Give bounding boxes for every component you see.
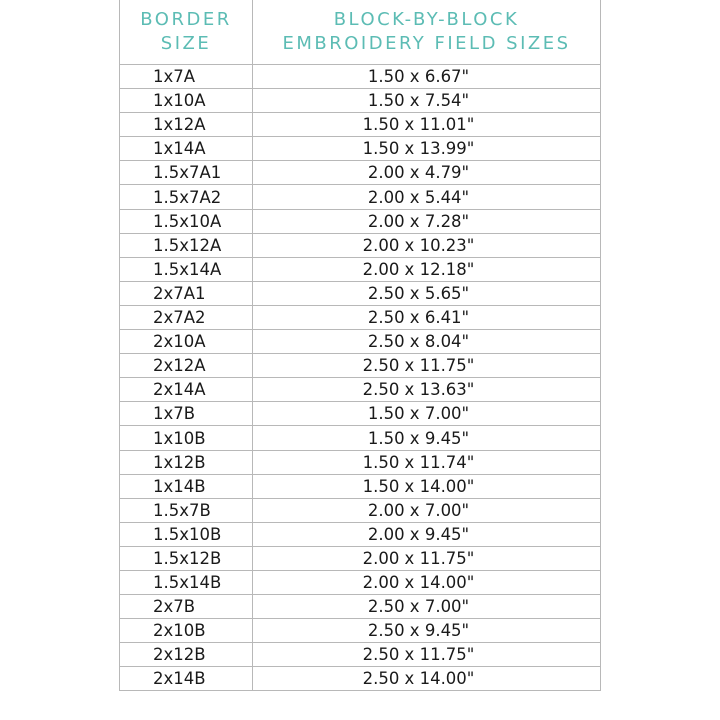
table-row: 2x7A1 2.50 x 5.65" — [119, 280, 601, 306]
border-size-cell: 1x12B — [119, 449, 253, 475]
field-size-cell: 2.50 x 14.00" — [252, 666, 601, 692]
border-size-cell: 1.5x12A — [119, 232, 253, 258]
field-size-cell: 2.00 x 7.28" — [252, 208, 601, 234]
field-size-cell: 2.00 x 11.75" — [252, 545, 601, 571]
field-size-cell: 2.50 x 9.45" — [252, 618, 601, 644]
header-line: BORDER — [140, 9, 232, 30]
border-size-cell: 1x12A — [119, 112, 253, 138]
field-size-cell: 2.50 x 5.65" — [252, 280, 601, 306]
field-size-cell: 2.50 x 11.75" — [252, 642, 601, 668]
border-size-cell: 2x10B — [119, 618, 253, 644]
border-size-cell: 1.5x10B — [119, 521, 253, 547]
header-line: EMBROIDERY FIELD SIZES — [282, 33, 571, 54]
table-row: 1.5x14A 2.00 x 12.18" — [119, 256, 601, 282]
table-row: 1.5x12A 2.00 x 10.23" — [119, 232, 601, 258]
table-row: 1x7B 1.50 x 7.00" — [119, 401, 601, 427]
table-row: 1.5x10A 2.00 x 7.28" — [119, 208, 601, 234]
field-size-cell: 1.50 x 6.67" — [252, 63, 601, 90]
table-row: 1.5x12B 2.00 x 11.75" — [119, 545, 601, 571]
field-size-cell: 1.50 x 11.01" — [252, 112, 601, 138]
border-size-cell: 1.5x10A — [119, 208, 253, 234]
border-size-cell: 2x7A1 — [119, 280, 253, 306]
border-size-cell: 1x14A — [119, 136, 253, 162]
border-size-cell: 1.5x7A2 — [119, 184, 253, 210]
table-row: 1x10B 1.50 x 9.45" — [119, 425, 601, 451]
table-row: 1x12B 1.50 x 11.74" — [119, 449, 601, 475]
embroidery-size-table: BORDER SIZE BLOCK-BY-BLOCK EMBROIDERY FI… — [119, 0, 601, 692]
border-size-cell: 1x7A — [119, 63, 253, 90]
table-row: 2x14A 2.50 x 13.63" — [119, 377, 601, 403]
field-size-cell: 2.00 x 14.00" — [252, 569, 601, 596]
table-row: 1.5x7B 2.00 x 7.00" — [119, 497, 601, 523]
field-size-cell: 2.00 x 12.18" — [252, 256, 601, 282]
table-row: 2x7A2 2.50 x 6.41" — [119, 304, 601, 331]
border-size-cell: 2x10A — [119, 329, 253, 355]
border-size-cell: 1.5x7B — [119, 497, 253, 523]
border-size-cell: 1.5x12B — [119, 545, 253, 571]
field-size-cell: 2.00 x 4.79" — [252, 160, 601, 186]
border-size-cell: 2x14B — [119, 666, 253, 692]
table-row: 1x10A 1.50 x 7.54" — [119, 88, 601, 114]
table-row: 1.5x7A1 2.00 x 4.79" — [119, 160, 601, 186]
field-size-cell: 2.00 x 5.44" — [252, 184, 601, 210]
table-row: 2x14B 2.50 x 14.00" — [119, 666, 601, 692]
header-border-size: BORDER SIZE — [119, 0, 253, 65]
table-row: 1.5x7A2 2.00 x 5.44" — [119, 184, 601, 210]
table-body: 1x7A 1.50 x 6.67" 1x10A 1.50 x 7.54" 1x12A 1.… — [119, 63, 601, 692]
table-row: 1.5x14B 2.00 x 14.00" — [119, 569, 601, 596]
table-row: 1.5x10B 2.00 x 9.45" — [119, 521, 601, 547]
table-row: 2x7B 2.50 x 7.00" — [119, 594, 601, 620]
border-size-cell: 1.5x14B — [119, 569, 253, 596]
header-row: BORDER SIZE BLOCK-BY-BLOCK EMBROIDERY FI… — [119, 0, 601, 65]
border-size-cell: 2x7A2 — [119, 304, 253, 331]
border-size-cell: 1x7B — [119, 401, 253, 427]
field-size-cell: 2.50 x 7.00" — [252, 594, 601, 620]
border-size-cell: 2x12A — [119, 353, 253, 379]
border-size-cell: 1x14B — [119, 473, 253, 499]
field-size-cell: 2.50 x 6.41" — [252, 304, 601, 331]
field-size-cell: 2.00 x 7.00" — [252, 497, 601, 523]
table-row: 1x12A 1.50 x 11.01" — [119, 112, 601, 138]
header-line: SIZE — [160, 33, 212, 54]
table-row: 1x14B 1.50 x 14.00" — [119, 473, 601, 499]
field-size-cell: 1.50 x 9.45" — [252, 425, 601, 451]
field-size-cell: 1.50 x 11.74" — [252, 449, 601, 475]
border-size-cell: 2x7B — [119, 594, 253, 620]
table-row: 2x12B 2.50 x 11.75" — [119, 642, 601, 668]
field-size-cell: 2.00 x 9.45" — [252, 521, 601, 547]
field-size-cell: 2.50 x 11.75" — [252, 353, 601, 379]
table-row: 1x14A 1.50 x 13.99" — [119, 136, 601, 162]
field-size-cell: 1.50 x 13.99" — [252, 136, 601, 162]
header-field-sizes: BLOCK-BY-BLOCK EMBROIDERY FIELD SIZES — [252, 0, 601, 65]
header-line: BLOCK-BY-BLOCK — [333, 9, 520, 30]
table-row: 2x12A 2.50 x 11.75" — [119, 353, 601, 379]
border-size-cell: 1x10B — [119, 425, 253, 451]
table-row: 2x10B 2.50 x 9.45" — [119, 618, 601, 644]
border-size-cell: 2x12B — [119, 642, 253, 668]
field-size-cell: 2.50 x 8.04" — [252, 329, 601, 355]
border-size-cell: 1x10A — [119, 88, 253, 114]
field-size-cell: 1.50 x 14.00" — [252, 473, 601, 499]
table-row: 1x7A 1.50 x 6.67" — [119, 63, 601, 90]
border-size-cell: 1.5x7A1 — [119, 160, 253, 186]
border-size-cell: 2x14A — [119, 377, 253, 403]
field-size-cell: 2.50 x 13.63" — [252, 377, 601, 403]
border-size-cell: 1.5x14A — [119, 256, 253, 282]
field-size-cell: 1.50 x 7.54" — [252, 88, 601, 114]
field-size-cell: 2.00 x 10.23" — [252, 232, 601, 258]
table-row: 2x10A 2.50 x 8.04" — [119, 329, 601, 355]
field-size-cell: 1.50 x 7.00" — [252, 401, 601, 427]
